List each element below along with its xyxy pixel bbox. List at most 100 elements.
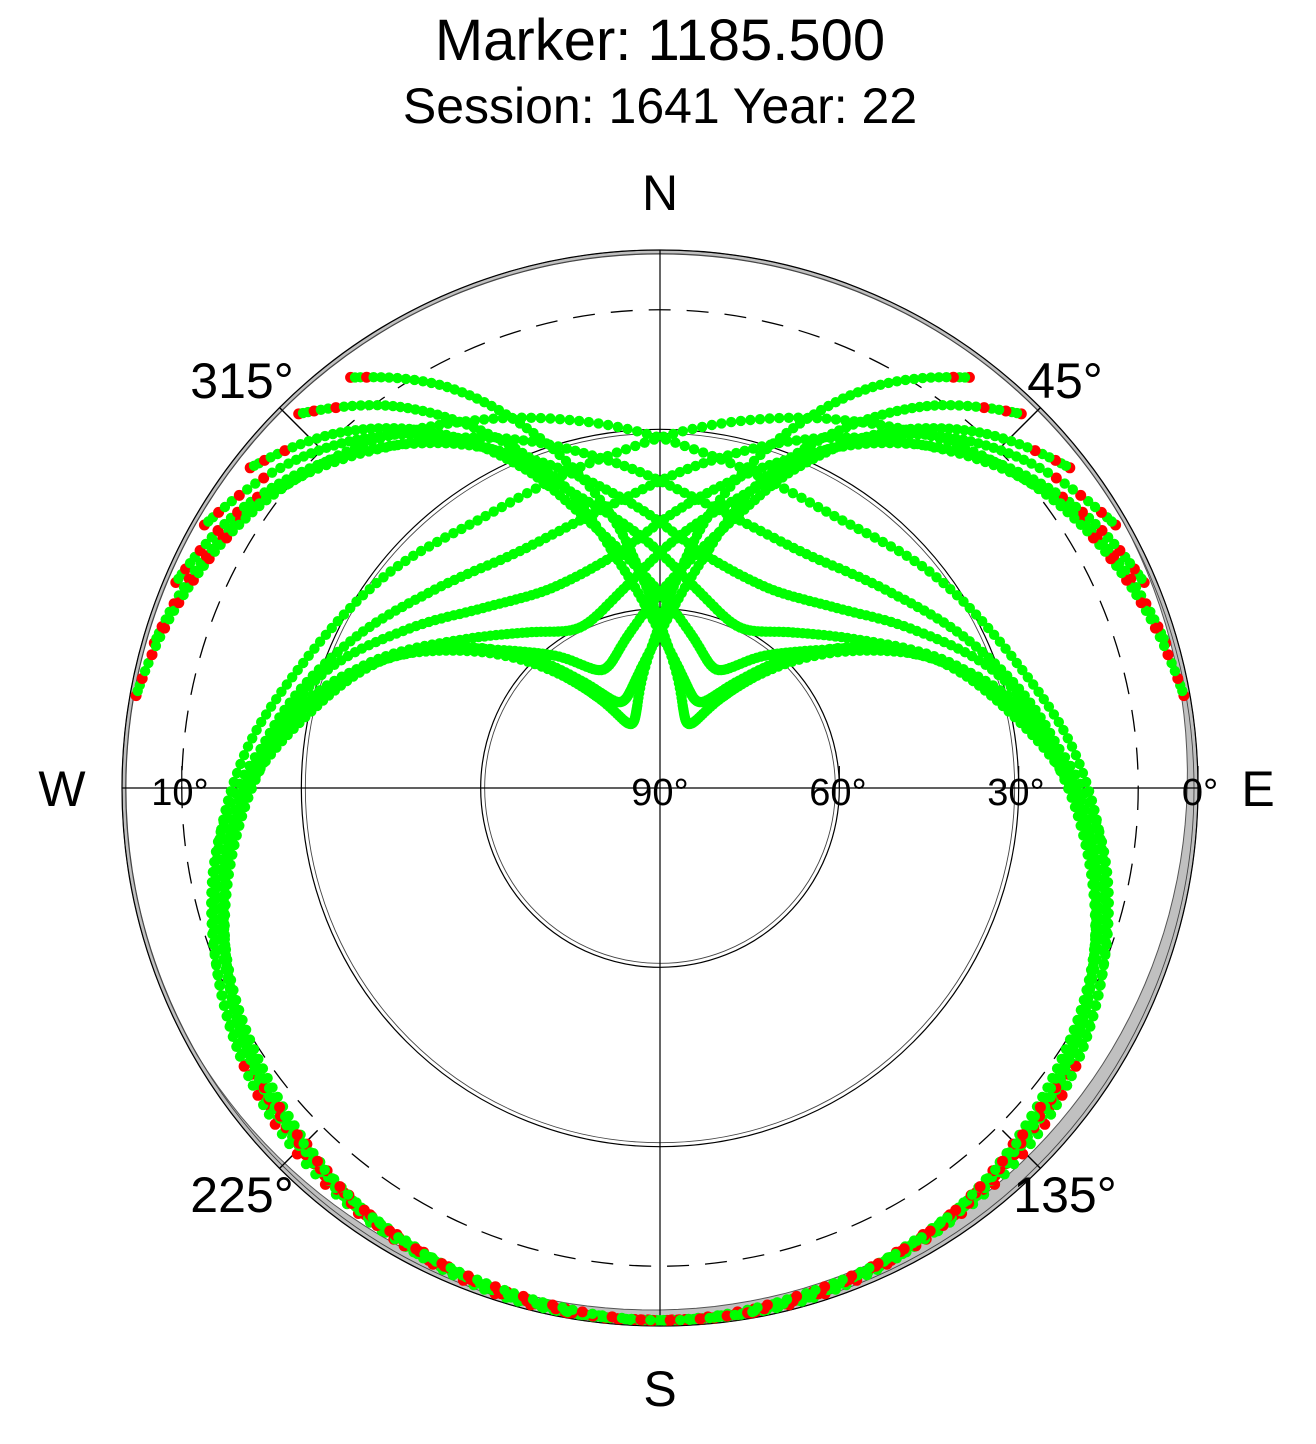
- observation-point: [900, 374, 911, 386]
- observation-point: [756, 441, 767, 452]
- observation-point: [223, 974, 234, 985]
- observation-point: [231, 1004, 242, 1015]
- observation-point: [1028, 679, 1039, 690]
- observation-point: [821, 506, 832, 517]
- observation-point: [1057, 752, 1069, 763]
- observation-point: [1068, 778, 1080, 789]
- observation-point: [917, 428, 929, 439]
- observation-point: [1074, 758, 1085, 770]
- observation-point: [1086, 974, 1098, 985]
- observation-point: [877, 536, 888, 548]
- observation-point: [241, 778, 252, 789]
- observation-point: [250, 1053, 261, 1065]
- observation-point: [227, 1031, 239, 1043]
- observation-point: [849, 432, 860, 443]
- observation-point: [338, 401, 350, 412]
- observation-point: [290, 690, 301, 701]
- observation-point: [216, 990, 227, 1001]
- observation-point: [593, 418, 604, 429]
- observation-point: [400, 426, 411, 437]
- observation-point: [527, 1294, 539, 1305]
- flagged-obs-point: [146, 649, 158, 661]
- observation-point: [320, 629, 332, 640]
- observation-point: [484, 432, 495, 443]
- observation-point: [492, 432, 504, 444]
- observation-point: [242, 1034, 253, 1045]
- observation-point: [632, 426, 643, 437]
- observation-point: [209, 546, 220, 557]
- flagged-obs-point: [436, 1258, 448, 1270]
- flagged-obs-point: [384, 1225, 396, 1237]
- elevation-label-90: 90°: [631, 772, 688, 814]
- observation-point: [225, 984, 237, 995]
- observation-point: [287, 442, 298, 453]
- observation-point: [1074, 1014, 1086, 1025]
- observation-point: [909, 555, 920, 567]
- observation-point: [993, 458, 1004, 470]
- observation-point: [219, 501, 231, 513]
- observation-point: [1078, 1041, 1089, 1053]
- observation-point: [364, 400, 375, 411]
- observation-point: [1154, 631, 1166, 643]
- observation-point: [295, 683, 307, 694]
- observation-point: [358, 439, 369, 450]
- observation-point: [1088, 863, 1100, 874]
- observation-point: [945, 584, 956, 595]
- observation-point: [593, 454, 604, 465]
- flagged-obs-point: [791, 1290, 803, 1302]
- observation-point: [845, 642, 856, 654]
- observation-point: [800, 1288, 812, 1299]
- observation-point: [976, 450, 988, 461]
- observation-point: [245, 1044, 257, 1055]
- observation-point: [218, 1000, 230, 1011]
- observation-point: [545, 413, 556, 424]
- observation-point: [368, 372, 379, 383]
- observation-point: [829, 643, 841, 655]
- observation-point: [341, 446, 352, 457]
- observation-point: [929, 400, 940, 411]
- observation-point: [303, 650, 314, 661]
- observation-point: [872, 433, 883, 444]
- flagged-obs-point: [159, 622, 171, 634]
- observation-point: [855, 1266, 866, 1278]
- observation-point: [228, 776, 239, 788]
- observation-point: [434, 419, 445, 431]
- observation-point: [933, 1219, 944, 1230]
- observation-point: [380, 442, 391, 453]
- observation-point: [212, 969, 223, 980]
- observation-point: [268, 489, 279, 500]
- observation-point: [810, 1284, 821, 1296]
- observation-point: [269, 1092, 280, 1104]
- observation-point: [220, 863, 232, 874]
- observation-point: [228, 994, 239, 1005]
- observation-point: [213, 843, 224, 855]
- observation-point: [454, 1266, 465, 1278]
- observation-point: [808, 433, 819, 444]
- observation-point: [251, 724, 262, 736]
- observation-point: [934, 433, 945, 444]
- observation-point: [936, 423, 947, 434]
- observation-point: [1077, 805, 1088, 816]
- observation-point: [408, 550, 419, 561]
- observation-point: [883, 377, 894, 389]
- azimuth-label-315: 315°: [190, 353, 293, 409]
- flagged-obs-point: [274, 1101, 286, 1113]
- observation-point: [383, 372, 395, 383]
- observation-point: [1097, 853, 1109, 865]
- observation-point: [1099, 883, 1110, 895]
- flagged-obs-point: [606, 1311, 618, 1323]
- observation-point: [444, 433, 456, 444]
- observation-point: [178, 589, 189, 601]
- observation-point: [274, 712, 285, 723]
- observation-point: [982, 1173, 993, 1184]
- observation-point: [472, 515, 483, 526]
- elevation-labels: 90° 60° 30° 0° 10°: [151, 772, 1218, 814]
- flagged-obs-point: [410, 1243, 422, 1255]
- observation-point: [242, 741, 254, 752]
- observation-point: [193, 567, 204, 579]
- azimuth-label-135: 135°: [1013, 1167, 1116, 1223]
- observation-point: [255, 743, 267, 755]
- observation-point: [254, 1063, 265, 1075]
- observation-point: [375, 372, 387, 383]
- observation-point: [1004, 1147, 1015, 1158]
